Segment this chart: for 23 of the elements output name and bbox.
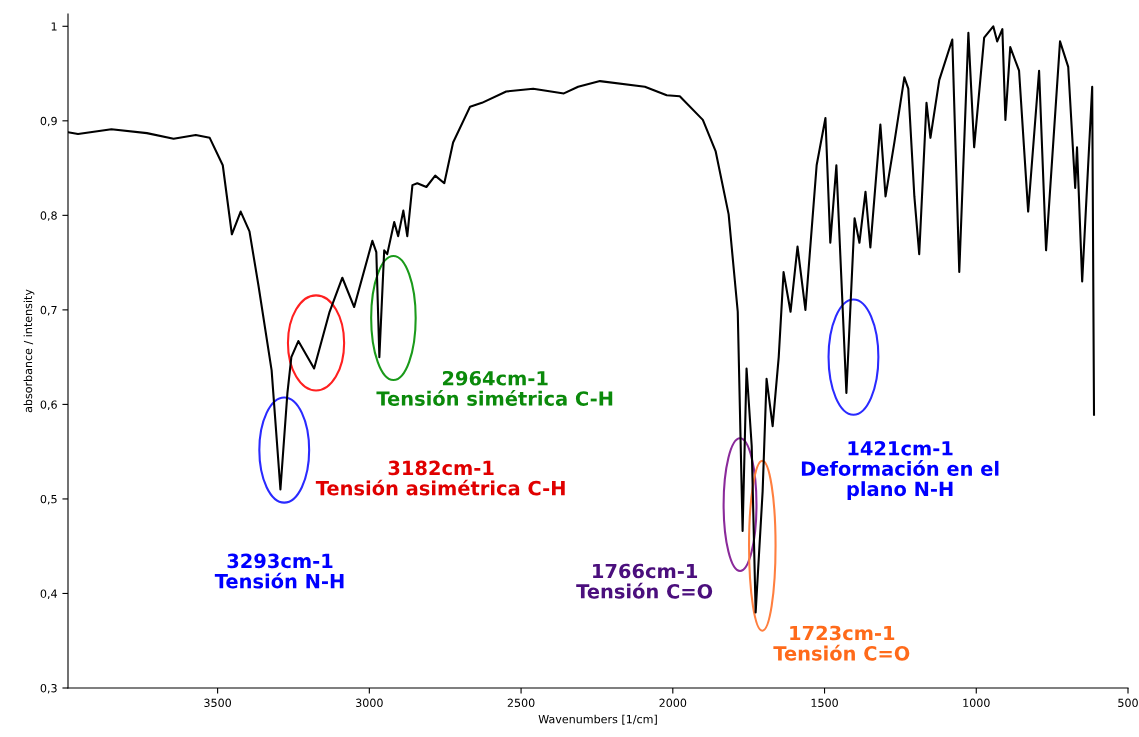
annotation: 3182cm-1 Tensión asimétrica C-H (315, 460, 565, 496)
annotation: 1421cm-1 Deformación en el plano N-H (801, 440, 999, 500)
annotation: 1766cm-1 Tensión C=O (576, 563, 713, 599)
x-tick-label: 2500 (507, 698, 535, 708)
annotation: 2964cm-1 Tensión simétrica C-H (376, 370, 613, 406)
y-tick-label: 0,4 (40, 589, 57, 599)
y-tick-label: 0,6 (40, 400, 57, 410)
x-tick-label: 1500 (811, 698, 838, 708)
x-axis-title: Wavenumbers [1/cm] (538, 714, 657, 725)
y-tick-label: 0,9 (40, 116, 57, 127)
y-tick-label: 0,3 (40, 683, 57, 694)
x-tick-label: 1000 (963, 698, 990, 708)
x-tick-label: 3500 (204, 698, 232, 708)
x-tick-label: 2000 (659, 698, 687, 708)
x-tick-label: 3000 (356, 698, 383, 708)
annotation: 3293cm-1 Tensión N-H (214, 553, 344, 589)
annotation: 1723cm-1 Tensión C=O (773, 625, 910, 661)
x-tick-label: 500 (1118, 698, 1138, 708)
y-tick-label: 1 (51, 22, 57, 31)
y-tick-label: 0,5 (40, 494, 57, 505)
y-axis-title: absorbance / intensity (23, 289, 35, 413)
y-tick-label: 0,8 (40, 211, 57, 221)
y-tick-label: 0,7 (40, 305, 57, 316)
